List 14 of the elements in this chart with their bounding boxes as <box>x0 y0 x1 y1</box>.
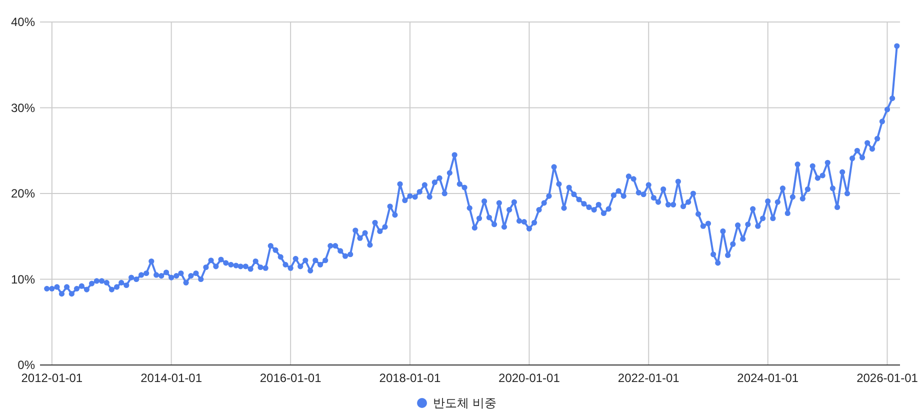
y-tick-label: 0% <box>18 358 36 372</box>
x-tick-label: 2012-01-01 <box>21 371 83 385</box>
y-tick-label: 20% <box>10 186 36 201</box>
x-tick-label: 2016-01-01 <box>260 371 322 385</box>
x-tick-label: 2024-01-01 <box>737 371 799 385</box>
x-tick-label: 2020-01-01 <box>498 371 560 385</box>
x-tick-label: 2026-01-01 <box>856 371 918 385</box>
x-tick-label: 2022-01-01 <box>618 371 680 385</box>
y-tick-label: 40% <box>10 15 36 30</box>
legend-label: 반도체 비중 <box>433 396 496 410</box>
y-tick-label: 30% <box>10 100 36 115</box>
x-tick-label: 2018-01-01 <box>379 371 441 385</box>
y-tick-label: 10% <box>10 272 36 286</box>
x-tick-label: 2014-01-01 <box>140 371 202 385</box>
